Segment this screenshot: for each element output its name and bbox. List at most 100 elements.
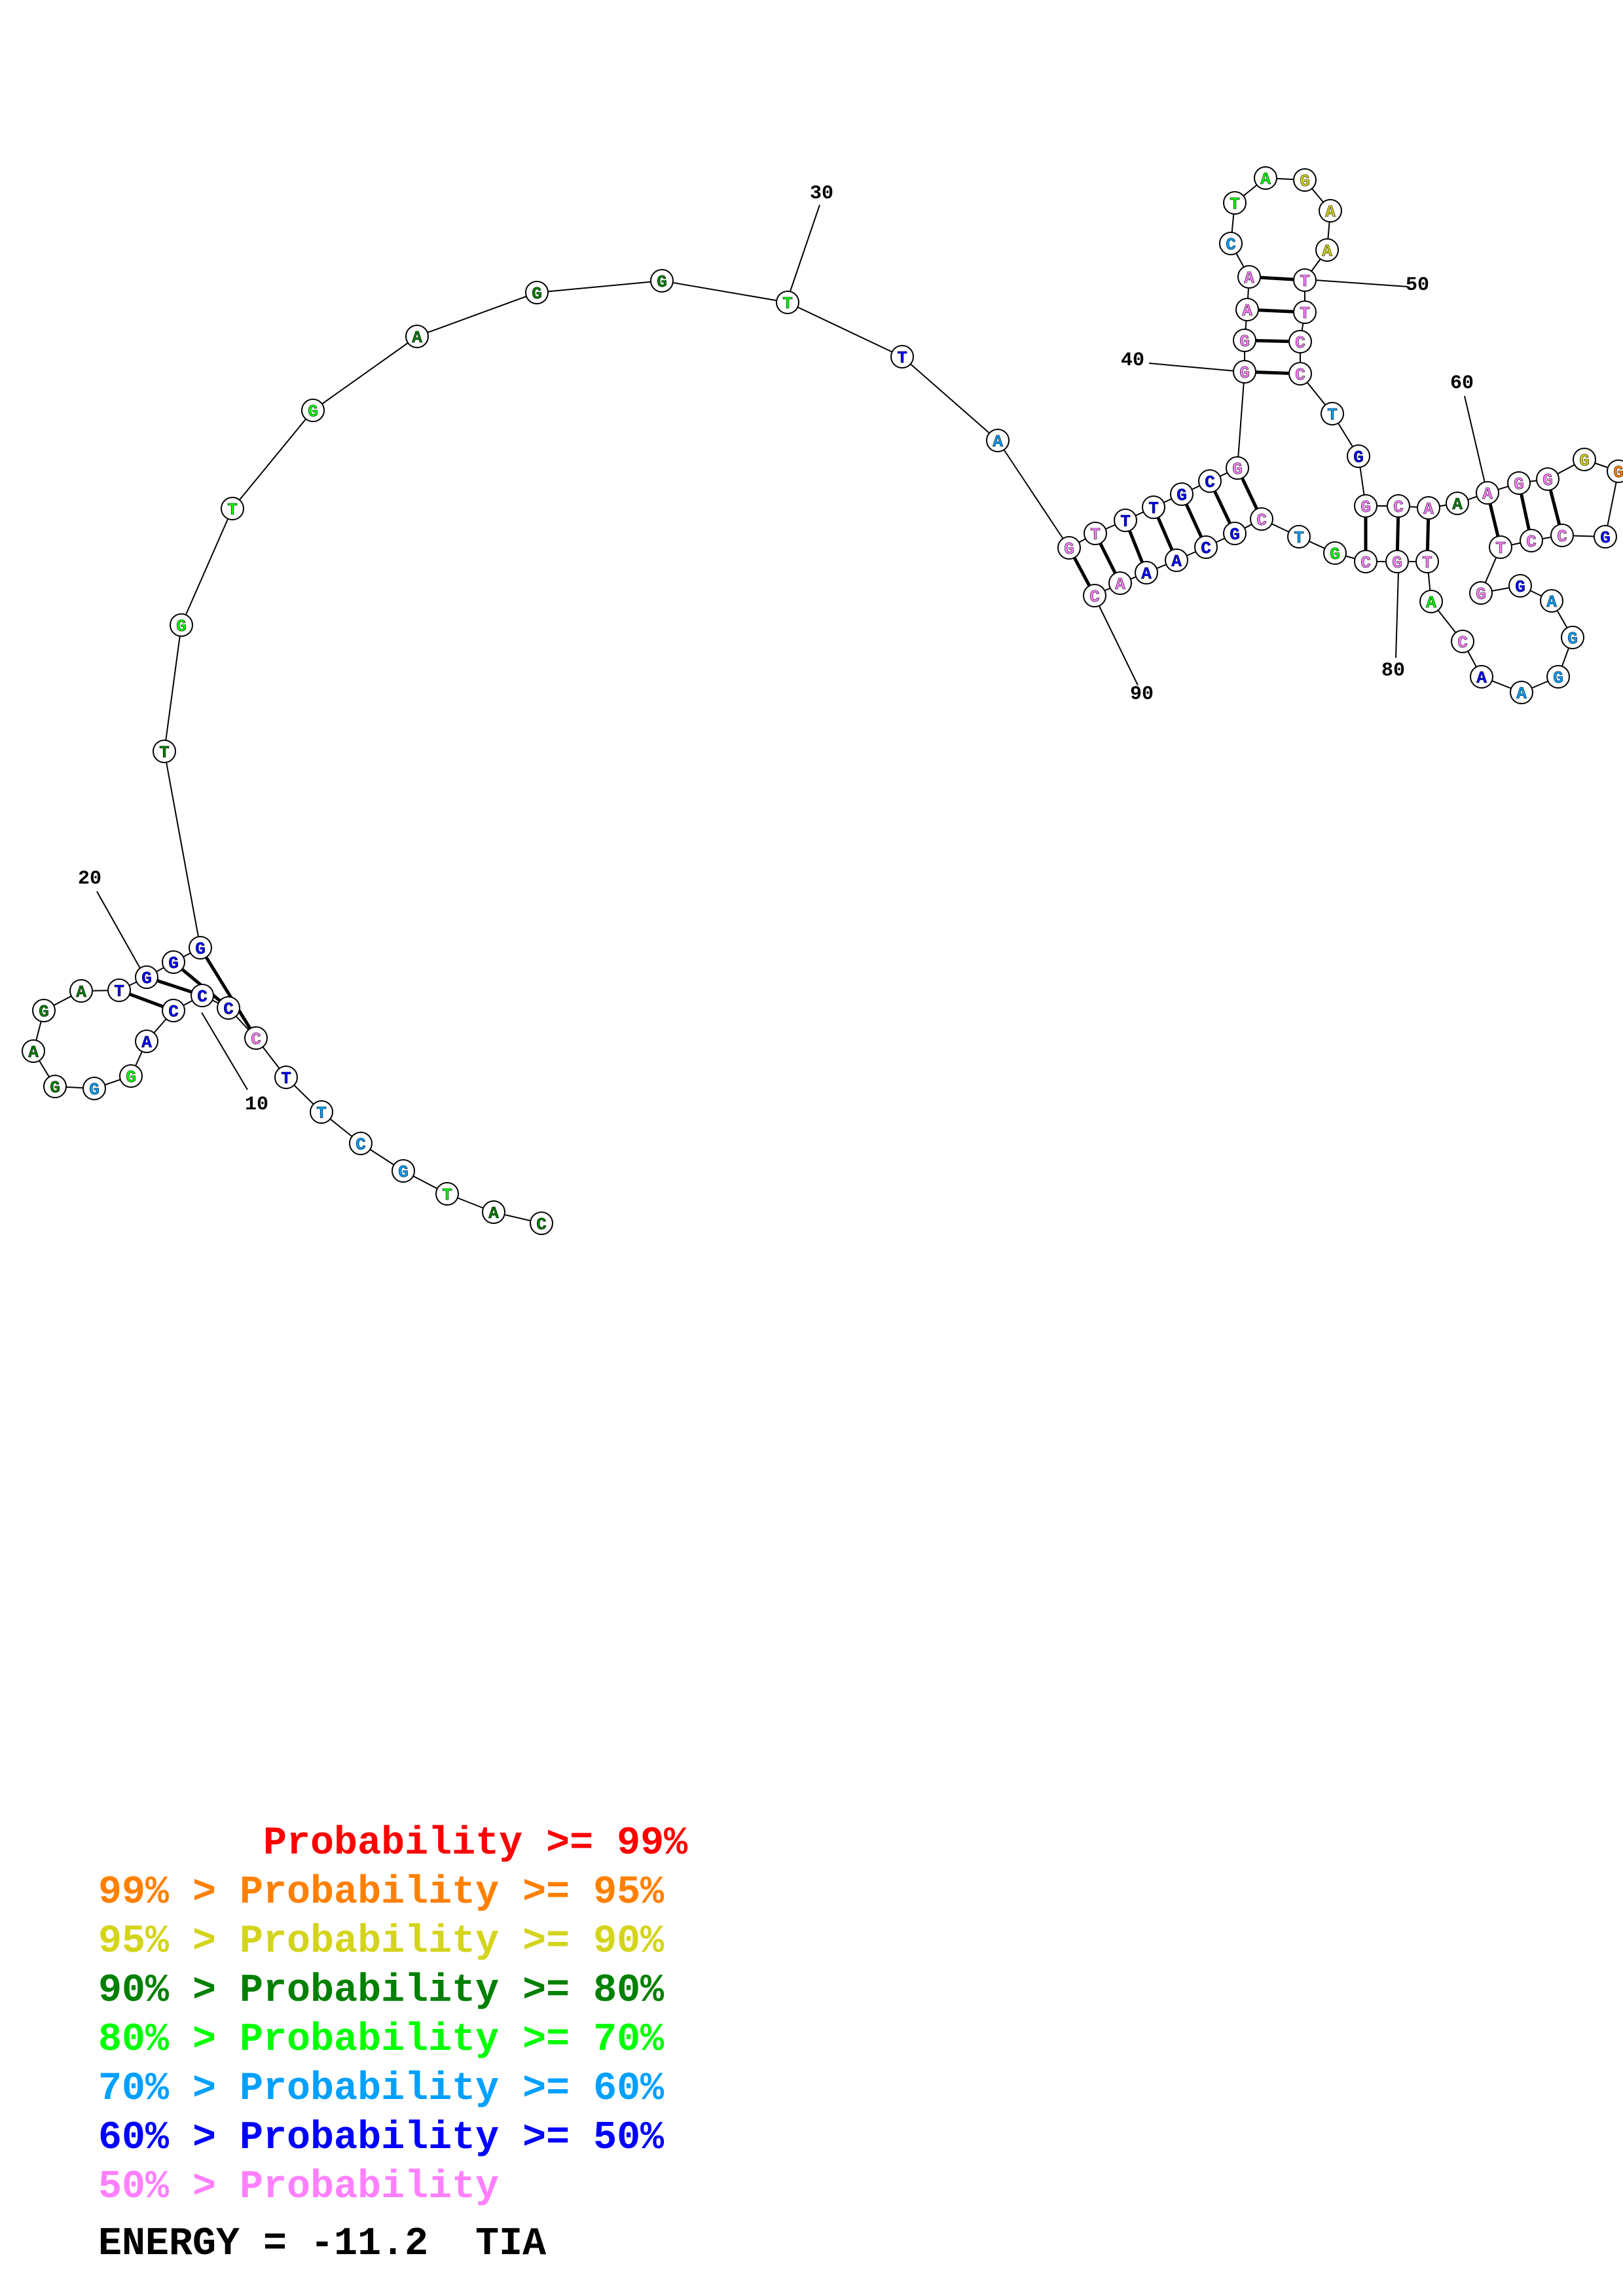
- nucleotide-circle: [22, 1039, 45, 1063]
- nucleotide-letter: G: [1567, 629, 1578, 649]
- nucleotide-letter: C: [356, 1135, 366, 1155]
- nucleotide-28: G: [525, 281, 549, 304]
- nucleotide-letter: C: [197, 987, 208, 1007]
- nucleotide-letter: G: [1300, 171, 1310, 191]
- nucleotide-4: G: [392, 1159, 415, 1183]
- nucleotide-17: G: [32, 999, 56, 1022]
- nucleotide-circle: [1319, 199, 1342, 223]
- nucleotide-letter: T: [1090, 525, 1101, 545]
- nucleotide-84: G: [1223, 522, 1247, 545]
- nucleotide-circle: [1288, 362, 1312, 386]
- nucleotide-27: A: [405, 325, 429, 348]
- nucleotide-letter: A: [412, 328, 422, 348]
- nucleotide-circle: [1057, 536, 1081, 560]
- nucleotide-46: A: [1254, 166, 1277, 190]
- nucleotide-letter: T: [1294, 528, 1304, 548]
- nucleotide-circle: [1354, 494, 1377, 518]
- nucleotide-2: A: [482, 1200, 505, 1224]
- nucleotide-circle: [1254, 166, 1277, 190]
- nucleotide-circle: [1354, 550, 1377, 573]
- nucleotide-circle: [1607, 459, 1623, 483]
- nucleotide-16: A: [22, 1039, 45, 1063]
- nucleotide-12: A: [135, 1030, 158, 1053]
- nucleotide-letter: T: [1120, 512, 1131, 531]
- nucleotide-53: C: [1288, 362, 1312, 386]
- nucleotide-circle: [1508, 574, 1532, 598]
- nucleotide-circle: [1561, 626, 1584, 649]
- nucleotide-letter: G: [176, 617, 187, 636]
- nucleotide-circle: [217, 996, 240, 1020]
- nucleotide-circle: [1507, 471, 1531, 495]
- nucleotide-letter: C: [1201, 539, 1211, 558]
- nucleotide-36: T: [1142, 495, 1165, 519]
- nucleotide-57: C: [1387, 494, 1410, 518]
- backbone-link: [164, 751, 201, 948]
- nucleotide-circle: [82, 1077, 106, 1100]
- nucleotide-31: T: [890, 345, 914, 368]
- nucleotide-circle: [776, 291, 799, 314]
- nucleotide-77: A: [1419, 590, 1443, 613]
- nucleotide-24: G: [170, 613, 193, 637]
- nucleotide-letter: T: [1327, 405, 1338, 425]
- nucleotide-circle: [1550, 524, 1574, 547]
- nucleotide-circle: [274, 1066, 298, 1089]
- nucleotide-29: G: [650, 269, 674, 293]
- nucleotide-50: T: [1293, 268, 1317, 292]
- nucleotide-circle: [1323, 541, 1347, 565]
- nucleotide-letter: A: [993, 432, 1003, 452]
- legend-line-ge60: 70% > Probability >= 60%: [98, 2067, 665, 2111]
- nucleotide-circle: [1293, 268, 1317, 292]
- nucleotide-87: A: [1135, 561, 1158, 584]
- nucleotide-circle: [530, 1211, 553, 1235]
- nucleotide-75: A: [1470, 665, 1493, 689]
- nucleotide-circle: [1135, 561, 1158, 584]
- nucleotide-letter: G: [1230, 525, 1240, 545]
- nucleotide-circle: [1315, 238, 1339, 262]
- nucleotide-letter: G: [1232, 459, 1243, 479]
- nucleotide-circle: [1293, 168, 1317, 192]
- nucleotide-14: G: [82, 1077, 106, 1100]
- energy-label: ENERGY = -11.2 TIA: [98, 2222, 547, 2267]
- nucleotide-letter: G: [89, 1080, 100, 1100]
- nucleotide-letter: A: [1260, 170, 1271, 189]
- nucleotide-72: G: [1561, 626, 1584, 649]
- nucleotide-83: C: [1250, 507, 1273, 531]
- nucleotide-69: G: [1469, 581, 1493, 605]
- nucleotide-circle: [1114, 509, 1137, 532]
- position-tick-line: [1395, 571, 1399, 658]
- backbone-link: [1237, 371, 1245, 469]
- nucleotide-letter: A: [1322, 242, 1332, 261]
- position-label: 80: [1381, 660, 1405, 682]
- nucleotide-49: A: [1315, 238, 1339, 262]
- nucleotide-letter: T: [782, 294, 793, 314]
- nucleotide-letter: T: [1495, 539, 1506, 558]
- nucleotide-circle: [405, 325, 429, 348]
- nucleotide-78: T: [1415, 550, 1439, 573]
- nucleotide-circle: [1108, 571, 1132, 595]
- nucleotide-circle: [986, 429, 1010, 452]
- nucleotide-circle: [43, 1075, 67, 1098]
- nucleotide-letter: A: [1171, 552, 1182, 571]
- nucleotide-letter: G: [1600, 528, 1611, 548]
- nucleotide-letter: G: [657, 272, 667, 292]
- nucleotide-circle: [392, 1159, 415, 1183]
- nucleotide-letter: A: [1516, 684, 1527, 704]
- nucleotide-circle: [1573, 448, 1596, 471]
- nucleotide-47: G: [1293, 168, 1317, 192]
- nucleotide-letter: G: [1176, 486, 1187, 505]
- nucleotide-letter: G: [39, 1002, 49, 1022]
- nucleotide-74: A: [1510, 681, 1533, 704]
- nucleotide-circle: [244, 1026, 268, 1050]
- nucleotide-81: G: [1323, 541, 1347, 565]
- legend-line-ge80: 90% > Probability >= 80%: [98, 1969, 665, 2013]
- nucleotide-circle: [191, 984, 214, 1007]
- nucleotide-66: C: [1550, 524, 1574, 547]
- legend-line-ge95: 99% > Probability >= 95%: [98, 1871, 665, 1915]
- backbone-link: [902, 356, 998, 441]
- nucleotide-32: A: [986, 429, 1010, 452]
- nucleotide-23: T: [153, 740, 176, 763]
- nucleotide-circle: [1419, 590, 1443, 613]
- nucleotide-65: G: [1594, 525, 1617, 548]
- nucleotide-letter: T: [1230, 194, 1240, 214]
- position-label: 60: [1450, 372, 1474, 395]
